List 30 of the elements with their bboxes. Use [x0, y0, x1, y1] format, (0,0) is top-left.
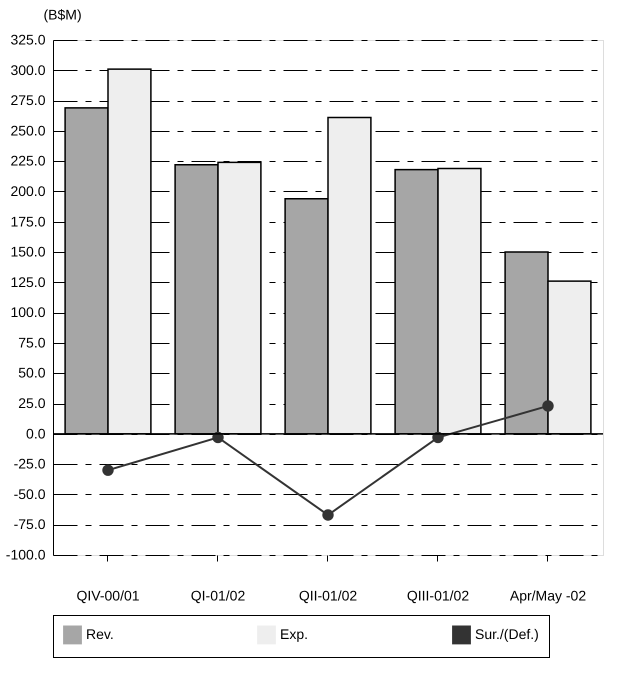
y-tick-label: -50.0 — [14, 486, 46, 502]
y-tick-label: 175.0 — [10, 213, 46, 230]
y-tick-label: -100.0 — [6, 546, 46, 562]
point — [102, 464, 114, 476]
legend-label: Exp. — [280, 626, 308, 642]
y-tick-label: 75.0 — [18, 334, 46, 350]
y-tick-label: 0.0 — [26, 425, 46, 442]
y-tick-label: 25.0 — [18, 395, 46, 412]
y-tick-label: 200.0 — [10, 182, 46, 199]
y-tick-label: 50.0 — [18, 364, 46, 381]
y-tick-label: 275.0 — [10, 92, 46, 108]
y-tick-label: 250.0 — [10, 122, 46, 138]
x-tick-label: QIV-00/01 — [76, 588, 140, 604]
point — [322, 509, 334, 521]
y-tick-label: 150.0 — [10, 244, 46, 260]
point — [542, 400, 554, 412]
y-axis-title: (B$M) — [44, 6, 82, 22]
x-tick-label: QII-01/02 — [298, 588, 358, 604]
x-tick-label: QIII-01/02 — [406, 588, 470, 604]
y-tick-label: -25.0 — [14, 456, 46, 472]
x-tick-label: Apr/May -02 — [510, 588, 586, 604]
y-tick-label: 225.0 — [10, 152, 46, 169]
y-tick-label: 300.0 — [10, 62, 46, 78]
y-tick-label: -75.0 — [14, 516, 46, 532]
x-tick-label: QI-01/02 — [190, 588, 246, 604]
y-tick-label: 100.0 — [10, 304, 46, 320]
legend-label: Rev. — [86, 626, 114, 642]
y-tick-label: 325.0 — [10, 32, 46, 48]
legend-label: Sur./(Def.) — [475, 626, 539, 642]
y-tick-label: 125.0 — [10, 274, 46, 290]
